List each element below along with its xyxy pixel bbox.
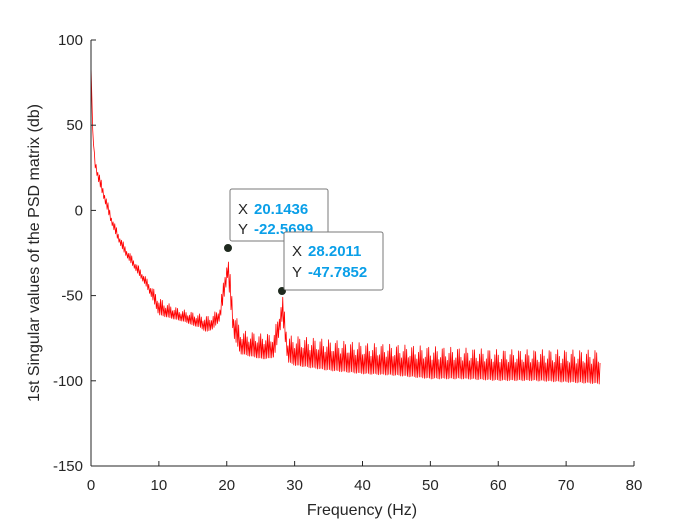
psd-singular-value-line: [90, 65, 601, 385]
datatip-1-x-label: X: [238, 201, 248, 218]
plot-area[interactable]: [90, 65, 601, 385]
x-axis-label: Frequency (Hz): [307, 502, 417, 519]
x-tick-label: 50: [422, 477, 439, 494]
x-tick-label: 40: [354, 477, 371, 494]
datatip-2-x-label: X: [292, 243, 302, 260]
axes: 0 10 20 30 40 50 60 70 80 -150 -100 -50 0 50 100: [53, 32, 642, 494]
y-tick-label: 0: [75, 202, 83, 219]
x-tick-label: 30: [286, 477, 303, 494]
datatip-1-box: [229, 188, 329, 242]
datatip-2-box: [283, 231, 384, 291]
y-tick-label: -50: [61, 288, 83, 305]
x-tick-label: 10: [151, 477, 168, 494]
datatip-1-x-value: 20.1436: [254, 201, 308, 218]
x-ticks: 0 10 20 30 40 50 60 70 80: [87, 461, 643, 494]
y-tick-label: -100: [53, 373, 83, 390]
y-ticks: -150 -100 -50 0 50 100: [53, 32, 96, 475]
x-tick-label: 20: [218, 477, 235, 494]
datatip-1-marker[interactable]: [224, 244, 232, 252]
y-tick-label: 100: [58, 32, 83, 49]
y-tick-label: -150: [53, 458, 83, 475]
datatip-2-y-label: Y: [292, 264, 302, 281]
datatip-1-y-label: Y: [238, 221, 248, 238]
x-tick-label: 70: [558, 477, 575, 494]
datatip-2-y-value: -47.7852: [308, 264, 367, 281]
datatip-2-x-value: 28.2011: [308, 243, 361, 260]
y-tick-label: 50: [66, 117, 83, 134]
x-tick-label: 80: [626, 477, 643, 494]
y-axis-label: 1st Singular values of the PSD matrix (d…: [26, 104, 43, 402]
x-tick-label: 0: [87, 477, 95, 494]
datatip-1[interactable]: X 20.1436 Y -22.5699: [224, 188, 329, 252]
x-tick-label: 60: [490, 477, 507, 494]
datatip-2[interactable]: X 28.2011 Y -47.7852: [278, 231, 384, 295]
